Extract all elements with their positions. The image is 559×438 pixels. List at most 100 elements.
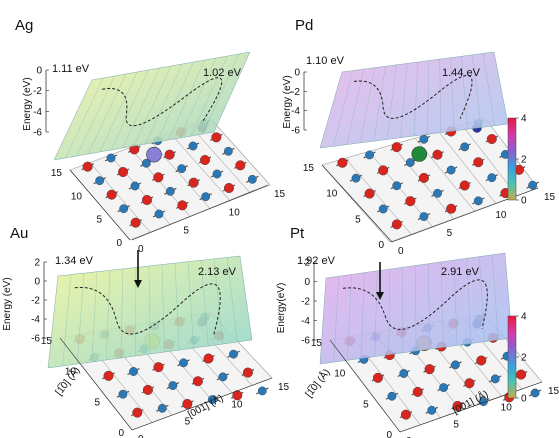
y-axis-label: [1̅0] (Å): [302, 366, 332, 400]
colorbar-tick-label: 0: [521, 394, 527, 405]
surface-mesh-line: [333, 276, 339, 363]
y-tick-label: 10: [334, 369, 346, 380]
oxygen-atom: [452, 400, 463, 411]
contour-line: [169, 132, 231, 201]
z-tick-label: 0: [34, 277, 40, 288]
surface-mesh-line: [360, 67, 375, 143]
oxygen-atom: [232, 390, 243, 401]
surface-atom: [351, 173, 361, 183]
y-tick-label: 15: [311, 338, 323, 349]
x-tick-label: 0: [138, 244, 144, 255]
y-axis: [321, 164, 393, 243]
colorbar-tick-label: 4: [521, 114, 527, 125]
surface-mesh-line: [413, 61, 419, 137]
z-tick-label: 0: [36, 66, 42, 77]
surface-atom: [168, 381, 178, 390]
surface-mesh-line: [333, 70, 354, 147]
oxygen-atom: [235, 160, 246, 171]
contour-line: [189, 125, 251, 194]
surface-mesh-line: [76, 75, 115, 157]
contour-line: [438, 131, 496, 204]
surface-atom: [130, 181, 140, 191]
atom-lattice: [336, 119, 539, 230]
surface-mesh-line: [133, 65, 172, 147]
surface-atom: [365, 150, 374, 160]
surface-mesh-line: [62, 274, 72, 367]
y-tick-label: 15: [51, 168, 63, 179]
y-tick-label: 0: [118, 428, 124, 438]
x-tick-label: 5: [185, 417, 191, 428]
surface-atom: [405, 158, 415, 167]
surface-atom: [201, 192, 211, 202]
x-tick-label: 10: [229, 207, 241, 218]
oxygen-atom: [405, 196, 416, 207]
surface-mesh-line: [482, 53, 495, 126]
surface-atom: [378, 204, 388, 214]
x-tick-label: 0: [406, 436, 412, 438]
surface-atom: [177, 164, 187, 174]
surface-mesh-line: [479, 256, 485, 342]
z-tick-label: 0: [304, 277, 310, 288]
surface-mesh-line: [161, 264, 165, 353]
z-axis-label: Energy(eV): [276, 283, 287, 334]
z-tick-label: -2: [301, 297, 310, 308]
surface-atom: [154, 209, 164, 219]
diffusion-path: [353, 75, 473, 119]
barrier-label-right: 2.91 eV: [441, 266, 480, 278]
surface-mesh-line: [156, 61, 194, 143]
surface-mesh-line: [453, 260, 458, 346]
x-axis: [131, 377, 273, 431]
surface-mesh-line: [386, 64, 397, 140]
oxygen-atom: [142, 384, 153, 395]
y-tick-label: 10: [71, 191, 83, 202]
barrier-label-right: 1.44 eV: [442, 67, 481, 79]
surface-mesh-line: [106, 270, 111, 361]
x-axis: [399, 381, 543, 433]
colorbar-tick-label: 2: [521, 353, 527, 364]
surface-atom: [387, 391, 397, 401]
x-tick-label: 15: [274, 189, 286, 200]
surface-mesh-line: [400, 63, 408, 138]
colorbar-tick-label: 0: [521, 196, 527, 207]
oxygen-atom: [141, 194, 152, 205]
surface-atom: [487, 173, 497, 183]
colorbar-tick-label: 2: [521, 155, 527, 166]
x-tick-label: 0: [138, 434, 144, 438]
oxygen-atom: [82, 161, 93, 172]
surface-mesh-line: [346, 69, 364, 145]
x-tick-label: 5: [447, 228, 453, 239]
oxygen-atom: [132, 407, 143, 418]
oxygen-atom: [182, 398, 193, 409]
oxygen-atom: [391, 219, 402, 230]
panel-title: Ag: [15, 17, 33, 34]
z-tick-label: -4: [291, 106, 300, 117]
surface-mesh-line: [99, 71, 138, 153]
surface-atom: [223, 146, 233, 156]
oxygen-atom: [192, 376, 203, 387]
surface-mesh-line: [461, 56, 468, 130]
arrow-head: [134, 280, 142, 288]
surface-mesh-line: [450, 57, 455, 131]
surface-mesh-line: [472, 54, 482, 128]
surface-mesh-line: [347, 274, 352, 361]
x-tick-label: 5: [183, 226, 189, 237]
surface-mesh-line: [65, 77, 104, 159]
surface-atom: [460, 142, 470, 152]
y-axis: [59, 337, 133, 431]
z-tick-label: -6: [291, 126, 300, 137]
surface-atom: [446, 165, 456, 175]
surface-atom: [427, 405, 437, 415]
surface-mesh-line: [110, 69, 149, 151]
z-tick-label: 2: [304, 258, 310, 269]
oxygen-atom: [459, 180, 470, 191]
surface-atom: [165, 186, 175, 196]
surface-mesh-line: [428, 263, 430, 350]
x-tick-label: 15: [278, 382, 290, 393]
z-axis-label: Energy (eV): [22, 77, 33, 130]
surface-atom: [392, 181, 402, 191]
surface-mesh-line: [179, 57, 217, 139]
surface-atom: [106, 153, 116, 163]
metal-adatom-ag: [146, 146, 162, 163]
oxygen-atom: [106, 189, 117, 200]
